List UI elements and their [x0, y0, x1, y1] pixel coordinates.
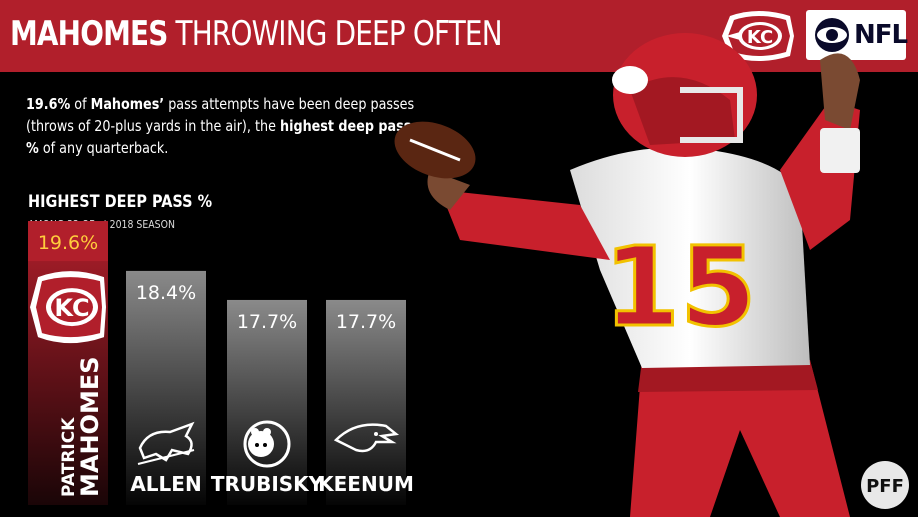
- bar-value-label: 17.7%: [237, 311, 297, 333]
- intro-text-3: of any quarterback.: [38, 139, 169, 157]
- page-title: MAHOMES THROWING DEEP OFTEN: [10, 14, 503, 54]
- title-banner: MAHOMES THROWING DEEP OFTEN KC NFL: [0, 0, 918, 72]
- quarterback-illustration: 15 PFF: [394, 33, 909, 517]
- svg-text:KC: KC: [747, 27, 773, 48]
- bar-trubisky: [227, 299, 307, 505]
- bar-value-label: 19.6%: [38, 232, 98, 254]
- bars-group: 19.6% KC PATRICKMAHOMES 18.4% ALLEN 17.7% TRUB…: [28, 221, 414, 505]
- title-bold: MAHOMES: [10, 14, 168, 54]
- bar-mahomes: [28, 221, 108, 505]
- intro-name: Mahomes’: [90, 95, 165, 113]
- svg-text:KC: KC: [54, 294, 89, 322]
- chiefs-logo-icon: KC: [30, 271, 106, 344]
- svg-text:15: 15: [603, 223, 756, 351]
- intro-text-1: of: [70, 95, 91, 113]
- broncos-logo-icon: [333, 423, 400, 453]
- bar-name-label: TRUBISKY: [211, 472, 324, 496]
- bar-name-label: ALLEN: [130, 472, 201, 496]
- bar-value-label: 17.7%: [336, 311, 396, 333]
- chiefs-logo-icon: KC: [722, 11, 794, 61]
- chart-title: HIGHEST DEEP PASS %: [28, 192, 213, 212]
- cbs-nfl-logo: NFL: [806, 10, 908, 60]
- bar-name-label: KEENUM: [318, 472, 414, 496]
- bar-allen: [126, 270, 206, 505]
- bills-logo-icon: [137, 421, 195, 465]
- pff-logo: PFF: [861, 461, 909, 509]
- intro-paragraph: 19.6% of Mahomes’ pass attempts have bee…: [26, 93, 417, 159]
- cbs-eye-icon: [815, 18, 849, 52]
- intro-text-2: pass attempts have been deep passes (thr…: [26, 95, 415, 135]
- intro-stat: 19.6%: [26, 95, 71, 113]
- network-text: NFL: [854, 20, 908, 50]
- highlight-value-band: [28, 221, 108, 262]
- bar-name-label: PATRICKMAHOMES: [59, 356, 104, 497]
- bar-value-label: 18.4%: [136, 282, 196, 304]
- title-rest: THROWING DEEP OFTEN: [167, 14, 503, 54]
- intro-highlight: highest deep pass %: [26, 117, 412, 157]
- bar-keenum: [326, 299, 406, 505]
- bears-logo-icon: [243, 420, 291, 468]
- pff-logo-text: PFF: [866, 476, 904, 497]
